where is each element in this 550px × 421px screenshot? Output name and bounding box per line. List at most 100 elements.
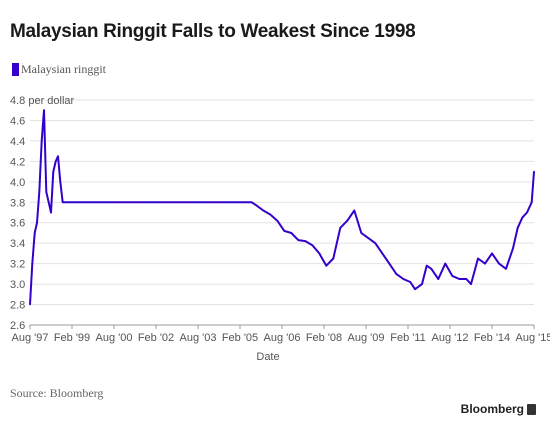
data-point (57, 155, 59, 158)
data-point (40, 140, 43, 142)
data-point (530, 201, 533, 204)
data-point (108, 201, 111, 204)
data-point (36, 221, 38, 224)
data-point (47, 201, 50, 204)
grid-layer (30, 99, 534, 326)
data-point (304, 240, 307, 242)
x-tick-label: Feb '14 (474, 332, 510, 344)
data-point (491, 252, 493, 255)
series-layer (29, 109, 535, 306)
data-point (421, 283, 423, 285)
x-tick-label: Aug '97 (12, 332, 49, 344)
data-point (332, 257, 335, 260)
bloomberg-logo: Bloomberg (461, 402, 536, 416)
data-point (477, 257, 479, 260)
data-point (45, 191, 48, 193)
data-point (484, 262, 486, 265)
x-tick-label: Feb '08 (306, 332, 342, 344)
legend-label: Malaysian ringgit (21, 61, 106, 76)
data-point (269, 213, 272, 216)
data-point (59, 181, 62, 183)
data-point (33, 232, 36, 234)
data-point (276, 219, 279, 222)
y-tick-labels: 2.6 2.8 3.0 3.2 3.4 3.6 3.8 4.0 4.2 4.4 4.6 4.8 per… (10, 95, 75, 332)
y-tick-label: 4.0 (10, 177, 25, 189)
x-axis-label: Date (256, 351, 279, 363)
x-tick-label: Aug '03 (180, 332, 217, 344)
y-tick-label: 3.2 (10, 259, 25, 271)
data-point (512, 247, 514, 250)
x-tick-label: Aug '06 (264, 332, 301, 344)
data-point (430, 268, 433, 270)
data-point (31, 262, 34, 265)
data-point (152, 201, 155, 204)
axis-layer (29, 324, 535, 329)
data-point (381, 252, 384, 255)
y-tick-label: 4.4 (10, 136, 25, 148)
data-point (192, 201, 195, 204)
chart-legend: Malaysian ringgit (12, 62, 106, 76)
data-point (505, 268, 507, 270)
data-point (353, 209, 356, 212)
data-point (402, 278, 405, 280)
data-point (388, 262, 391, 265)
y-tick-label: 2.8 (10, 300, 25, 312)
data-point (43, 109, 45, 111)
y-tick-label: 3.6 (10, 218, 25, 230)
x-tick-labels: Aug '97 Feb '99 Aug '00 Feb '02 Aug '03 Feb '… (12, 332, 550, 344)
legend-swatch (12, 62, 19, 76)
data-point (250, 201, 253, 204)
y-tick-label: 3.4 (10, 238, 25, 250)
data-point (61, 201, 64, 204)
data-point (236, 201, 239, 204)
data-point (54, 160, 57, 163)
x-tick-label: Feb '11 (390, 332, 426, 344)
data-point (409, 281, 412, 283)
brand-name: Bloomberg (460, 402, 524, 416)
data-point (521, 216, 524, 219)
bloomberg-mark-icon (527, 403, 536, 415)
data-point (526, 211, 528, 214)
data-point (255, 204, 258, 207)
x-tick-label: Aug '12 (432, 332, 469, 344)
y-tick-label: 2.6 (10, 320, 25, 332)
y-tick-label: 4.2 (10, 156, 25, 168)
data-point (444, 262, 447, 265)
data-point (425, 264, 428, 267)
data-point (29, 303, 31, 306)
data-point (52, 170, 55, 173)
data-point (290, 232, 293, 234)
y-tick-label: 4.8 per dollar (10, 95, 75, 107)
x-tick-label: Feb '02 (138, 332, 174, 344)
y-tick-label: 3.8 (10, 197, 25, 209)
data-point (346, 219, 349, 222)
data-point (50, 211, 52, 214)
y-tick-label: 4.6 (10, 115, 25, 127)
data-point (451, 275, 454, 277)
data-point (80, 201, 83, 204)
data-point (470, 283, 472, 285)
y-tick-label: 3.0 (10, 279, 25, 291)
data-point (437, 278, 440, 280)
data-point (395, 273, 398, 275)
x-tick-label: Aug '15 (516, 332, 550, 344)
x-tick-label: Feb '99 (54, 332, 90, 344)
data-point (283, 230, 286, 232)
data-point (297, 239, 300, 241)
data-point (262, 209, 265, 212)
data-point (367, 237, 370, 239)
data-point (311, 244, 314, 246)
data-point (360, 232, 363, 234)
x-tick-label: Aug '00 (96, 332, 133, 344)
data-point (414, 288, 416, 291)
data-point (318, 252, 321, 255)
x-tick-label: Feb '05 (222, 332, 258, 344)
series-line-ringgit (29, 109, 535, 305)
data-point (498, 262, 500, 265)
source-note: Source: Bloomberg (10, 386, 104, 400)
x-tick-label: Aug '09 (348, 332, 385, 344)
data-point (458, 278, 461, 280)
data-point (339, 227, 342, 229)
data-point (374, 242, 377, 244)
